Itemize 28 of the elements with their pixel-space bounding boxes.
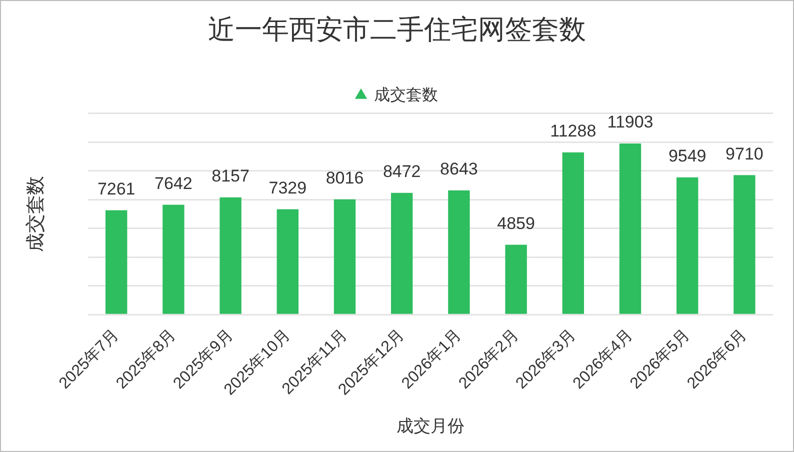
bar xyxy=(162,204,184,314)
bar xyxy=(220,197,242,314)
x-axis-title: 成交月份 xyxy=(396,416,464,436)
bar xyxy=(505,244,527,314)
data-label: 8157 xyxy=(212,166,250,186)
bar xyxy=(562,152,584,314)
data-label: 8472 xyxy=(382,162,421,182)
data-label: 4859 xyxy=(497,214,535,233)
data-label: 7261 xyxy=(97,179,136,198)
bar xyxy=(619,144,642,314)
data-label: 11288 xyxy=(550,122,596,141)
bar xyxy=(391,192,413,314)
y-axis-title: 成交套数 xyxy=(24,176,47,252)
bar xyxy=(106,210,128,314)
data-label: 11903 xyxy=(607,112,654,132)
data-label: 9549 xyxy=(668,146,706,166)
bar xyxy=(334,199,356,314)
data-label: 7642 xyxy=(154,174,192,193)
legend-label: 成交套数 xyxy=(374,86,438,104)
bar xyxy=(448,190,470,314)
bar xyxy=(734,175,756,314)
data-label: 9710 xyxy=(726,144,764,164)
bar xyxy=(276,209,298,314)
bar xyxy=(676,177,698,314)
data-label: 8016 xyxy=(326,168,364,188)
data-label: 7329 xyxy=(268,178,307,198)
chart-title: 近一年西安市二手住宅网签套数 xyxy=(208,14,586,45)
data-label: 8643 xyxy=(440,160,478,179)
